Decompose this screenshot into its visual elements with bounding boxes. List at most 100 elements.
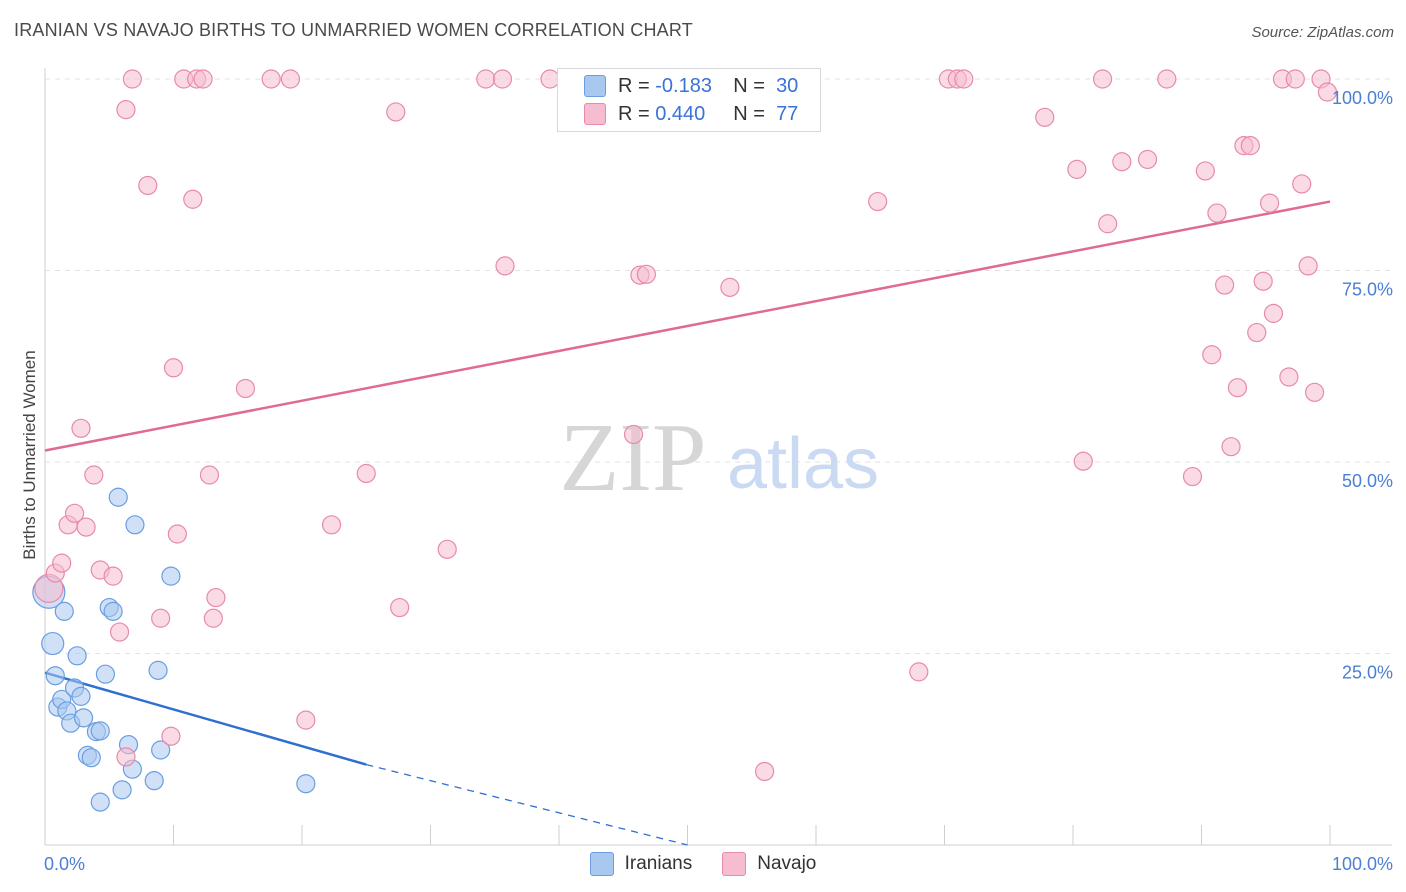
data-point-navajo [151, 608, 171, 628]
legend-swatch-iranians [589, 852, 614, 876]
legend-n-value: 30 [776, 74, 799, 97]
data-point-navajo [116, 100, 136, 120]
data-point-navajo [235, 378, 256, 399]
data-point-navajo [167, 524, 187, 544]
legend-label-iranians: Iranians [624, 853, 693, 874]
data-point-navajo [1253, 271, 1273, 291]
legend-swatch-iranians [584, 75, 606, 97]
data-point-navajo [720, 277, 740, 297]
stats-legend: R = -0.183 N = 30 R = 0.440 N = 77 [557, 68, 821, 132]
data-point-navajo [1202, 345, 1222, 365]
legend-swatch-navajo [584, 103, 606, 125]
data-point-iranians [108, 487, 128, 507]
data-point-iranians [54, 601, 74, 621]
legend-row-navajo: R = 0.440 N = 77 [584, 102, 798, 126]
data-point-navajo [321, 515, 342, 535]
data-point-navajo [161, 726, 181, 746]
data-point-iranians [73, 708, 94, 728]
data-point-navajo [1317, 82, 1338, 102]
data-point-navajo [390, 597, 410, 618]
data-point-navajo [71, 418, 91, 438]
data-point-navajo [203, 608, 223, 628]
data-point-iranians [90, 792, 110, 812]
data-points [32, 69, 1338, 812]
legend-label-navajo: Navajo [757, 853, 817, 874]
data-point-navajo [623, 424, 644, 445]
data-point-navajo [495, 256, 515, 276]
watermark-atlas: atlas [727, 424, 879, 504]
data-point-navajo [754, 761, 775, 782]
data-point-navajo [1137, 149, 1158, 170]
data-point-navajo [636, 264, 656, 284]
data-point-navajo [1263, 303, 1284, 323]
y-tick-label: 75.0% [1342, 280, 1393, 300]
data-point-iranians [161, 566, 181, 586]
data-point-navajo [1073, 451, 1093, 471]
data-point-navajo [261, 69, 281, 89]
data-point-navajo [1182, 466, 1203, 487]
data-point-navajo [1247, 322, 1267, 343]
data-point-navajo [296, 710, 316, 730]
data-point-navajo [122, 69, 142, 89]
data-point-navajo [1157, 69, 1177, 89]
axes [44, 68, 1392, 846]
legend-item-navajo[interactable]: Navajo [722, 852, 816, 876]
data-point-navajo [1221, 437, 1241, 457]
data-point-iranians [95, 664, 115, 684]
data-point-navajo [1098, 214, 1118, 234]
data-point-navajo [103, 566, 123, 586]
data-point-navajo [1035, 107, 1055, 127]
data-point-navajo [1112, 152, 1132, 172]
y-tick-label: 100.0% [1332, 88, 1393, 108]
data-point-navajo [206, 587, 226, 608]
data-point-navajo [1227, 378, 1248, 398]
data-point-navajo [109, 622, 130, 642]
y-tick-label: 25.0% [1342, 663, 1393, 683]
trend-line-navajo [44, 200, 1331, 452]
data-point-iranians [151, 740, 171, 760]
data-point-iranians [148, 660, 168, 680]
data-point-navajo [437, 539, 457, 559]
data-point-navajo [476, 69, 496, 89]
trend-line-iranians [44, 671, 367, 766]
data-point-navajo [386, 102, 406, 122]
data-point-navajo [1240, 136, 1260, 156]
data-point-iranians [41, 631, 65, 656]
data-point-iranians [71, 686, 91, 706]
data-point-navajo [492, 69, 513, 89]
series-legend: Iranians Navajo [0, 852, 1406, 876]
data-point-navajo [280, 69, 301, 89]
legend-r-label: R = [618, 102, 650, 125]
legend-row-iranians: R = -0.183 N = 30 [584, 74, 798, 98]
data-point-navajo [116, 747, 136, 767]
data-point-navajo [1215, 275, 1235, 295]
data-point-navajo [356, 463, 376, 484]
data-point-iranians [125, 515, 145, 535]
data-point-navajo [84, 465, 104, 485]
data-point-navajo [1067, 159, 1087, 179]
legend-n-value: 77 [776, 102, 799, 125]
legend-item-iranians[interactable]: Iranians [589, 852, 693, 876]
data-point-navajo [868, 191, 888, 212]
data-point-iranians [81, 748, 101, 768]
grid-lines [45, 78, 1392, 654]
data-point-navajo [1092, 69, 1113, 89]
legend-swatch-navajo [722, 852, 747, 876]
data-point-navajo [909, 662, 929, 682]
trend-lines [44, 200, 1331, 846]
data-point-navajo [199, 465, 220, 485]
y-axis-title: Births to Unmarried Women [20, 350, 39, 560]
data-point-iranians [296, 774, 316, 794]
legend-r-label: R = [618, 74, 650, 97]
data-point-navajo [1292, 174, 1312, 194]
data-point-navajo [1195, 161, 1215, 181]
source-label: Source: ZipAtlas.com [1251, 24, 1394, 41]
data-point-iranians [103, 601, 123, 621]
y-tick-label: 50.0% [1342, 471, 1393, 491]
data-point-navajo [1207, 203, 1227, 223]
data-point-navajo [1279, 367, 1299, 387]
data-point-iranians [112, 780, 132, 800]
data-point-navajo [1304, 382, 1325, 402]
data-point-iranians [45, 666, 65, 686]
